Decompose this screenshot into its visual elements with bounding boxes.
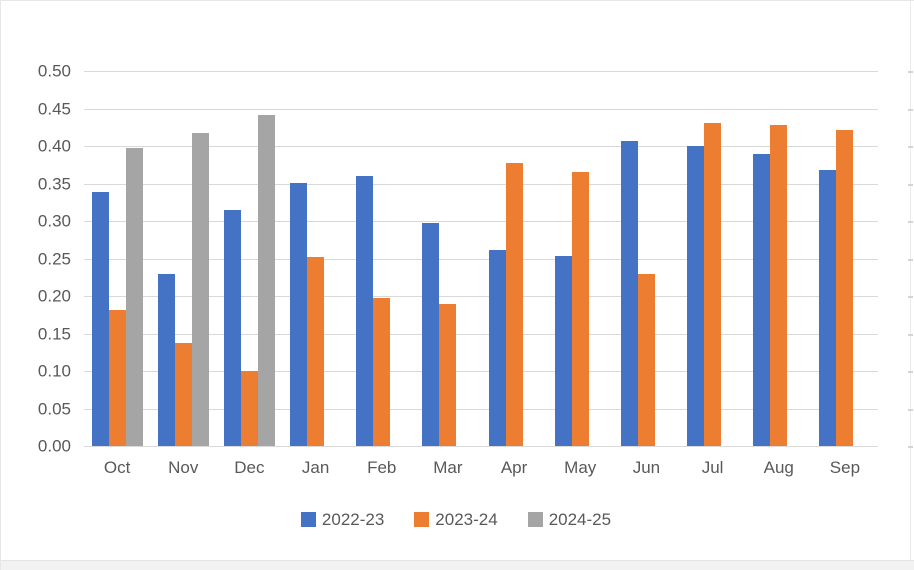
y-tick-label-0.15: 0.15 bbox=[37, 324, 71, 343]
legend-item-2023-24: 2023-24 bbox=[414, 510, 498, 529]
bar-2022-23-nov bbox=[157, 273, 175, 446]
gridline-0.45 bbox=[84, 108, 878, 110]
bar-2023-24-jul bbox=[704, 122, 722, 446]
bar-2022-23-feb bbox=[356, 176, 374, 446]
x-tick-label-nov: Nov bbox=[168, 458, 199, 477]
gridline-0.40 bbox=[84, 146, 878, 147]
bar-group-mar bbox=[415, 71, 481, 446]
bar-2023-24-dec bbox=[240, 371, 258, 446]
bar-group-jul bbox=[680, 71, 746, 446]
bar-2023-24-apr bbox=[505, 163, 523, 446]
x-tick-label-jul: Jul bbox=[701, 458, 724, 477]
bar-2022-23-mar bbox=[422, 222, 440, 446]
window-edge-tick bbox=[908, 221, 913, 223]
legend-swatch-icon bbox=[527, 512, 543, 527]
bar-group-sep bbox=[812, 71, 878, 446]
bar-2023-24-sep bbox=[836, 130, 854, 446]
x-tick-label-jun: Jun bbox=[632, 458, 661, 477]
gridline-0.10 bbox=[84, 371, 878, 372]
gridline-0.00 bbox=[84, 446, 878, 447]
x-tick-label-sep: Sep bbox=[829, 458, 861, 477]
y-tick-label-0.40: 0.40 bbox=[37, 136, 71, 156]
bar-2023-24-oct bbox=[108, 310, 126, 446]
y-tick-label-0.50: 0.50 bbox=[37, 61, 71, 81]
legend-swatch-icon bbox=[300, 512, 316, 527]
window-edge-tick bbox=[908, 446, 913, 448]
bar-2022-23-jan bbox=[290, 182, 308, 446]
bar-group-nov bbox=[150, 71, 216, 446]
window-edge-tick bbox=[908, 71, 913, 73]
window-edge-tick bbox=[908, 296, 913, 298]
bar-2022-23-dec bbox=[223, 209, 241, 446]
window-edge-tick bbox=[908, 408, 913, 411]
bar-group-aug bbox=[746, 71, 812, 446]
gridline-0.25 bbox=[84, 258, 878, 260]
bar-2024-25-dec bbox=[257, 115, 275, 446]
legend-item-2022-23: 2022-23 bbox=[300, 510, 385, 529]
bar-group-jan bbox=[283, 71, 349, 446]
gridline-0.05 bbox=[84, 408, 878, 410]
bar-2022-23-sep bbox=[819, 170, 837, 446]
x-tick-label-feb: Feb bbox=[367, 458, 397, 477]
legend-item-2024-25: 2024-25 bbox=[527, 510, 612, 529]
bar-2022-23-jul bbox=[687, 146, 705, 446]
gridline-0.35 bbox=[84, 183, 878, 185]
bar-group-may bbox=[547, 71, 613, 446]
bar-2022-23-oct bbox=[91, 191, 109, 446]
x-tick-label-jan: Jan bbox=[301, 458, 330, 477]
y-tick-label-0.35: 0.35 bbox=[37, 174, 71, 193]
bar-2024-25-nov bbox=[191, 133, 209, 446]
bar-2024-25-oct bbox=[125, 148, 143, 446]
plot-area bbox=[84, 71, 878, 447]
bar-2023-24-nov bbox=[174, 342, 192, 446]
bar-2022-23-aug bbox=[753, 154, 771, 446]
bar-2023-24-mar bbox=[439, 303, 457, 446]
window-edge-tick bbox=[908, 146, 913, 148]
x-tick-label-oct: Oct bbox=[103, 458, 131, 477]
legend-label: 2023-24 bbox=[435, 510, 498, 529]
bar-2023-24-aug bbox=[770, 125, 788, 446]
x-tick-label-dec: Dec bbox=[234, 458, 265, 477]
legend-label: 2024-25 bbox=[548, 510, 612, 529]
window-bottom-edge bbox=[1, 560, 914, 570]
bar-group-apr bbox=[481, 71, 547, 446]
window-edge-tick bbox=[908, 108, 913, 111]
chart-legend: 2022-23 2023-24 2024-25 bbox=[1, 511, 911, 528]
gridline-0.30 bbox=[84, 221, 878, 222]
gridline-0.15 bbox=[84, 333, 878, 335]
y-tick-label-0.20: 0.20 bbox=[37, 286, 71, 306]
x-tick-label-apr: Apr bbox=[500, 458, 528, 477]
y-tick-label-0.10: 0.10 bbox=[37, 361, 71, 381]
x-tick-label-aug: Aug bbox=[763, 458, 794, 477]
legend-label: 2022-23 bbox=[321, 510, 385, 529]
window-edge-tick bbox=[908, 333, 913, 336]
bar-group-dec bbox=[216, 71, 282, 446]
bar-2023-24-feb bbox=[373, 297, 391, 446]
x-tick-label-may: May bbox=[564, 458, 597, 477]
bar-2022-23-may bbox=[554, 256, 572, 446]
bar-2022-23-apr bbox=[488, 250, 506, 446]
window-edge-tick bbox=[908, 183, 913, 186]
legend-swatch-icon bbox=[414, 512, 430, 527]
y-tick-label-0.25: 0.25 bbox=[37, 249, 71, 268]
gridline-0.50 bbox=[84, 71, 878, 72]
bar-2023-24-jun bbox=[637, 274, 655, 446]
window-edge-tick bbox=[908, 371, 913, 373]
bar-2023-24-may bbox=[571, 172, 589, 446]
y-tick-label-0.05: 0.05 bbox=[37, 399, 71, 418]
y-tick-label-0.00: 0.00 bbox=[37, 436, 71, 456]
bar-group-jun bbox=[613, 71, 679, 446]
bar-group-oct bbox=[84, 71, 150, 446]
window-edge-tick bbox=[908, 258, 913, 261]
window-right-edge bbox=[910, 1, 911, 561]
bar-2022-23-jun bbox=[620, 140, 638, 446]
bar-2023-24-jan bbox=[307, 257, 325, 446]
x-tick-label-mar: Mar bbox=[433, 458, 463, 477]
y-tick-label-0.45: 0.45 bbox=[37, 99, 71, 118]
y-tick-label-0.30: 0.30 bbox=[37, 211, 71, 231]
bar-group-feb bbox=[349, 71, 415, 446]
gridline-0.20 bbox=[84, 296, 878, 297]
